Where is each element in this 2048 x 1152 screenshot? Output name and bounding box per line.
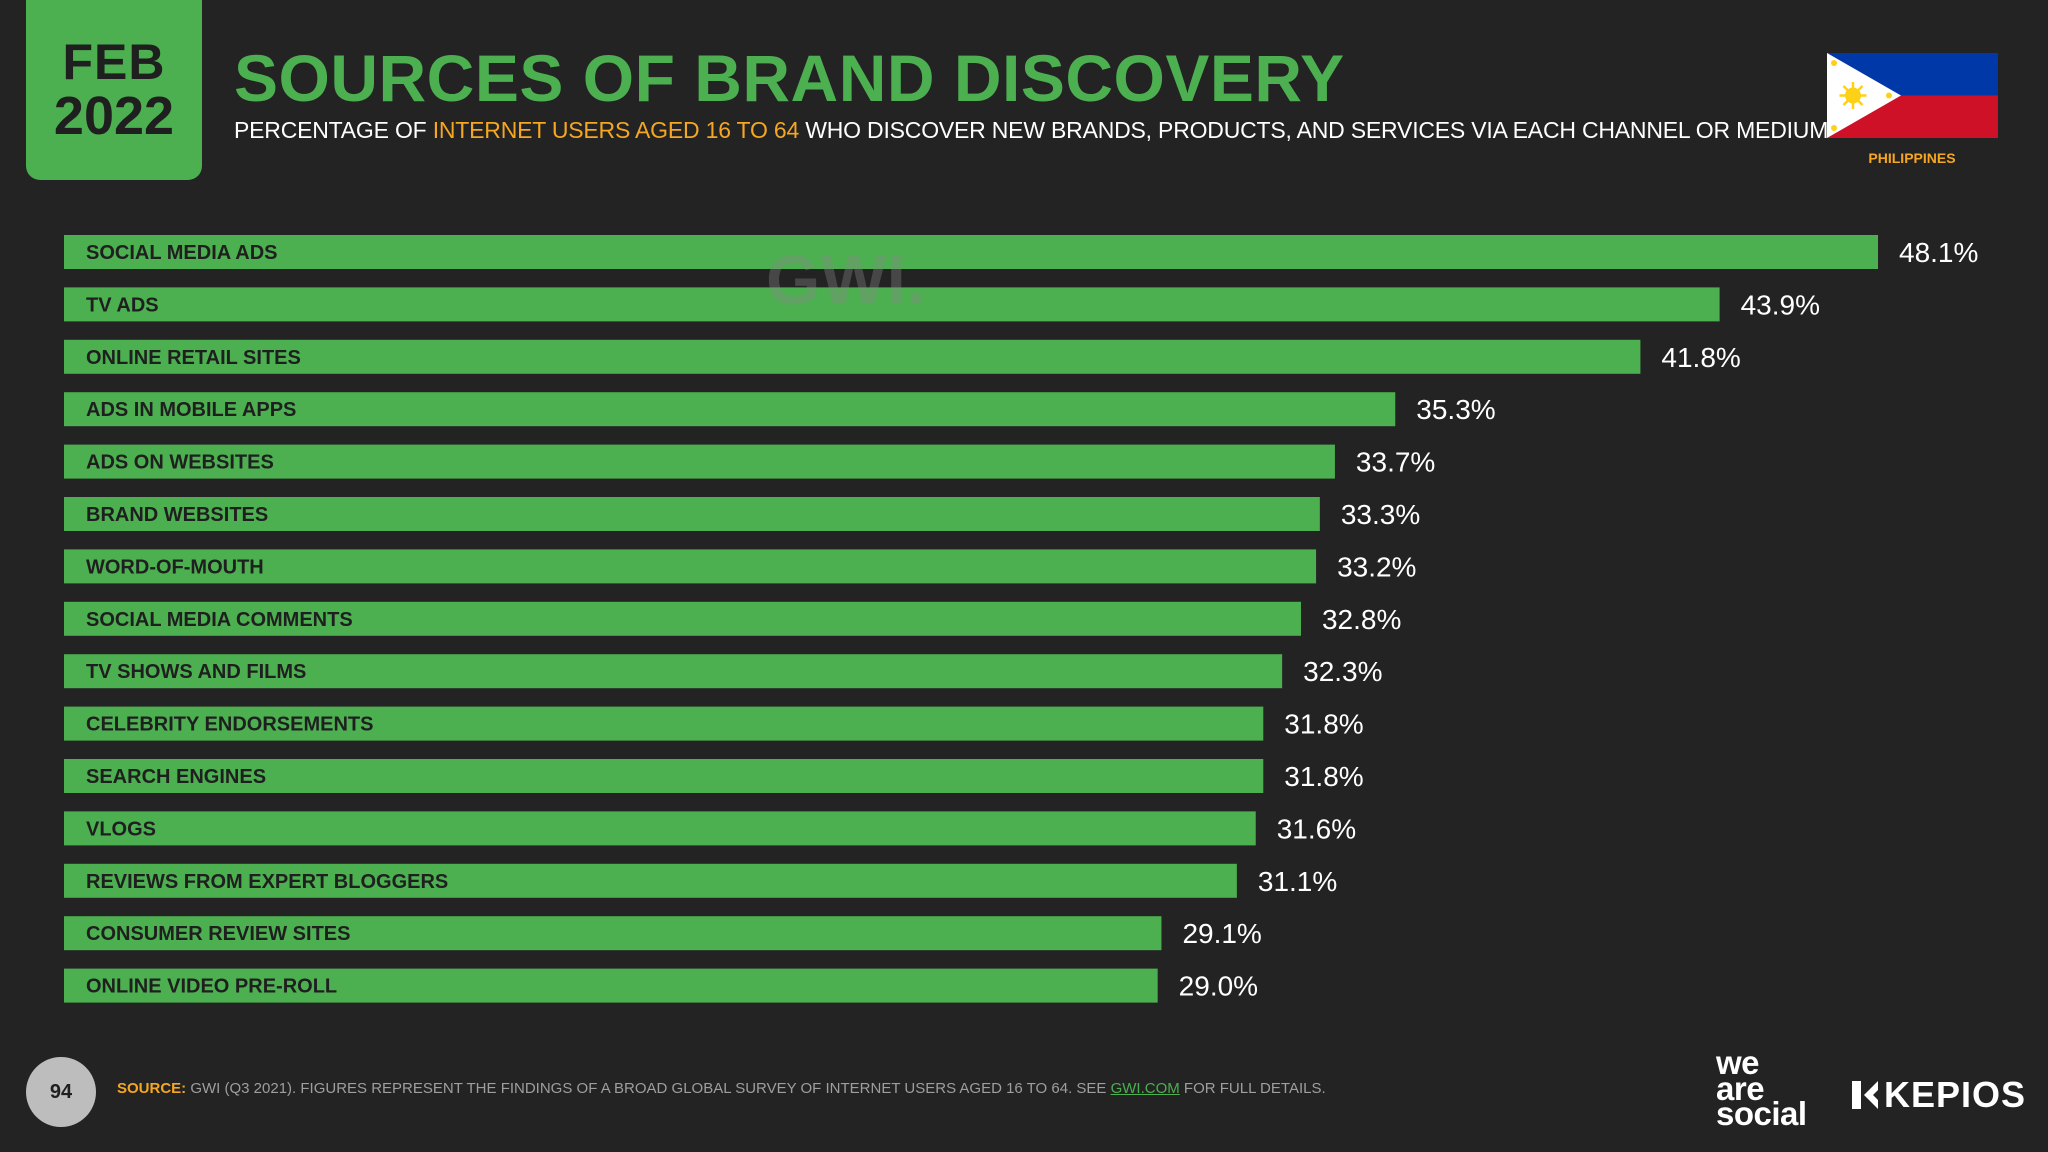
bar-14 xyxy=(64,968,1158,1003)
source-tail: FOR FULL DETAILS. xyxy=(1179,1080,1326,1097)
value-label-4: 33.7% xyxy=(1356,447,1435,478)
bar-label-10: SEARCH ENGINES xyxy=(86,766,266,788)
value-label-6: 33.2% xyxy=(1337,551,1416,582)
date-month: FEB xyxy=(62,34,166,90)
bar-label-8: TV SHOWS AND FILMS xyxy=(86,661,306,683)
bar-label-1: TV ADS xyxy=(86,294,159,316)
bar-label-3: ADS IN MOBILE APPS xyxy=(86,399,296,421)
bar-label-4: ADS ON WEBSITES xyxy=(86,452,274,474)
date-year: 2022 xyxy=(53,86,175,146)
date-badge: FEB 2022 xyxy=(26,0,202,180)
bar-label-13: CONSUMER REVIEW SITES xyxy=(86,923,350,945)
bar-10 xyxy=(64,759,1264,793)
bar-label-0: SOCIAL MEDIA ADS xyxy=(86,242,278,264)
logo-social: social xyxy=(1716,1095,1807,1133)
value-label-11: 31.6% xyxy=(1277,813,1356,844)
kepios-logo: KEPIOS xyxy=(1852,1074,2026,1116)
source-link[interactable]: GWI.COM xyxy=(1110,1080,1180,1097)
logo-are: are xyxy=(1716,1069,1765,1107)
bar-label-7: SOCIAL MEDIA COMMENTS xyxy=(86,609,353,631)
logo-we: we xyxy=(1716,1044,1760,1081)
philippines-flag-icon xyxy=(1827,53,1998,138)
source-label: SOURCE: xyxy=(117,1080,187,1097)
bar-8 xyxy=(64,654,1283,689)
bar-6 xyxy=(64,549,1317,584)
bar-1 xyxy=(64,287,1720,322)
bar-label-11: VLOGS xyxy=(86,818,156,840)
bar-9 xyxy=(64,706,1264,741)
value-label-5: 33.3% xyxy=(1341,499,1420,530)
value-label-12: 31.1% xyxy=(1258,866,1337,897)
bar-label-14: ONLINE VIDEO PRE-ROLL xyxy=(86,976,337,998)
source-note: SOURCE: GWI (Q3 2021). FIGURES REPRESENT… xyxy=(117,1080,1326,1097)
country-label: PHILIPPINES xyxy=(1868,150,1956,166)
bar-label-5: BRAND WEBSITES xyxy=(86,504,268,526)
bar-0 xyxy=(64,235,1878,269)
source-text: GWI (Q3 2021). FIGURES REPRESENT THE FIN… xyxy=(186,1080,1111,1097)
value-label-10: 31.8% xyxy=(1284,761,1363,792)
bar-5 xyxy=(64,497,1320,531)
bar-label-9: CELEBRITY ENDORSEMENTS xyxy=(86,714,373,736)
value-label-9: 31.8% xyxy=(1284,709,1363,740)
page-title: SOURCES OF BRAND DISCOVERY xyxy=(234,41,1345,115)
bar-label-12: REVIEWS FROM EXPERT BLOGGERS xyxy=(86,871,448,893)
bar-4 xyxy=(64,444,1335,479)
we-are-social-logo: we are social xyxy=(1716,1044,1826,1133)
bar-2 xyxy=(64,339,1641,374)
subtitle-pre: PERCENTAGE OF xyxy=(234,117,433,143)
value-label-7: 32.8% xyxy=(1322,604,1401,635)
value-label-2: 41.8% xyxy=(1661,342,1740,373)
page-subtitle: PERCENTAGE OF INTERNET USERS AGED 16 TO … xyxy=(234,117,1828,144)
bar-12 xyxy=(64,863,1237,898)
value-label-3: 35.3% xyxy=(1416,394,1495,425)
value-label-13: 29.1% xyxy=(1182,918,1261,949)
subtitle-post: WHO DISCOVER NEW BRANDS, PRODUCTS, AND S… xyxy=(799,117,1829,143)
kepios-wordmark: KEPIOS xyxy=(1884,1074,2027,1115)
bar-label-6: WORD-OF-MOUTH xyxy=(86,556,264,578)
value-label-14: 29.0% xyxy=(1179,971,1258,1002)
kepios-mark-icon xyxy=(1852,1081,1878,1109)
value-label-8: 32.3% xyxy=(1303,656,1382,687)
value-label-1: 43.9% xyxy=(1741,289,1820,320)
bar-11 xyxy=(64,811,1256,846)
bar-13 xyxy=(64,916,1162,951)
gwi-watermark: GWI. xyxy=(766,241,926,319)
bar-3 xyxy=(64,392,1396,427)
bar-label-2: ONLINE RETAIL SITES xyxy=(86,347,301,369)
page-number: 94 xyxy=(26,1057,96,1127)
bar-7 xyxy=(64,601,1301,636)
subtitle-highlight: INTERNET USERS AGED 16 TO 64 xyxy=(432,117,800,143)
value-label-0: 48.1% xyxy=(1899,237,1978,268)
